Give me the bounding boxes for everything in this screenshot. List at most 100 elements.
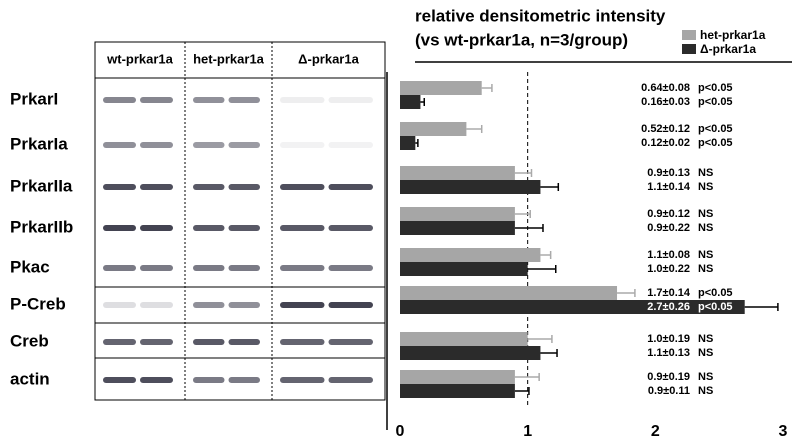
blot-band	[329, 265, 374, 271]
blot-band	[193, 184, 225, 190]
significance-label: p<0.05	[698, 137, 733, 149]
blot-band	[329, 302, 374, 308]
blot-band	[280, 265, 325, 271]
blot-band	[329, 184, 374, 190]
value-label: 0.9±0.19	[647, 371, 690, 383]
bar	[400, 180, 540, 194]
blot-band	[280, 225, 325, 231]
x-tick-label: 1	[523, 423, 532, 440]
blot-band	[140, 339, 173, 345]
bar	[400, 300, 745, 314]
significance-label: NS	[698, 371, 713, 383]
blot-band	[140, 265, 173, 271]
blot-box	[95, 78, 385, 287]
value-label: 0.16±0.03	[641, 96, 690, 108]
chart-subtitle: (vs wt-prkar1a, n=3/group)	[415, 30, 628, 49]
blot-band	[193, 339, 225, 345]
blot-band	[229, 97, 261, 103]
blot-band	[229, 339, 261, 345]
blot-band	[280, 184, 325, 190]
significance-label: p<0.05	[698, 123, 733, 135]
significance-label: p<0.05	[698, 82, 733, 94]
row-label: actin	[10, 369, 50, 388]
significance-label: NS	[698, 333, 713, 345]
significance-label: NS	[698, 208, 713, 220]
significance-label: NS	[698, 385, 713, 397]
blot-band	[329, 225, 374, 231]
bar	[400, 370, 515, 384]
bar	[400, 95, 420, 109]
blot-band	[103, 339, 136, 345]
blot-band	[193, 302, 225, 308]
blot-band	[193, 265, 225, 271]
bar	[400, 286, 617, 300]
bar	[400, 346, 540, 360]
row-label: Creb	[10, 331, 49, 350]
blot-band	[103, 97, 136, 103]
blot-band	[193, 225, 225, 231]
blot-band	[229, 225, 261, 231]
blot-band	[280, 377, 325, 383]
legend-swatch	[682, 44, 696, 54]
value-label: 1.1±0.13	[647, 347, 690, 359]
legend-label: Δ-prkar1a	[700, 42, 756, 56]
value-label: 0.64±0.08	[641, 82, 690, 94]
lane-label: het-prkar1a	[193, 51, 265, 66]
value-label: 1.0±0.19	[647, 333, 690, 345]
blot-band	[103, 377, 136, 383]
x-tick-label: 0	[396, 423, 405, 440]
blot-band	[280, 97, 325, 103]
value-label: 0.12±0.02	[641, 137, 690, 149]
blot-band	[140, 225, 173, 231]
legend-swatch	[682, 30, 696, 40]
significance-label: NS	[698, 167, 713, 179]
bar	[400, 384, 515, 398]
blot-band	[229, 302, 261, 308]
significance-label: p<0.05	[698, 287, 733, 299]
value-label: 0.52±0.12	[641, 123, 690, 135]
blot-band	[193, 142, 225, 148]
significance-label: NS	[698, 347, 713, 359]
significance-label: NS	[698, 249, 713, 261]
value-label: 0.9±0.11	[648, 385, 690, 397]
blot-band	[280, 142, 325, 148]
x-tick-label: 3	[779, 423, 788, 440]
bar	[400, 262, 528, 276]
bar	[400, 122, 466, 136]
value-label: 2.7±0.26	[647, 301, 690, 313]
blot-band	[280, 302, 325, 308]
value-label: 1.1±0.08	[647, 249, 690, 261]
significance-label: NS	[698, 222, 713, 234]
bar	[400, 166, 515, 180]
value-label: 0.9±0.22	[647, 222, 690, 234]
blot-band	[329, 339, 374, 345]
blot-band	[229, 265, 261, 271]
bar	[400, 332, 528, 346]
bar	[400, 207, 515, 221]
blot-band	[103, 142, 136, 148]
blot-band	[329, 142, 374, 148]
value-label: 1.1±0.14	[647, 181, 691, 193]
chart-title: relative densitometric intensity	[415, 6, 666, 25]
blot-band	[103, 225, 136, 231]
lane-label: wt-prkar1a	[106, 51, 174, 66]
blot-band	[103, 302, 136, 308]
row-label: PrkarIIb	[10, 217, 73, 236]
blot-band	[329, 97, 374, 103]
row-label: PrkarIIa	[10, 176, 73, 195]
row-label: Pkac	[10, 257, 50, 276]
blot-band	[229, 184, 261, 190]
row-label: PrkarIa	[10, 134, 68, 153]
value-label: 0.9±0.13	[647, 167, 690, 179]
significance-label: p<0.05	[698, 301, 733, 313]
blot-band	[193, 97, 225, 103]
row-label: P-Creb	[10, 294, 66, 313]
bar	[400, 136, 415, 150]
blot-band	[329, 377, 374, 383]
bar	[400, 81, 482, 95]
legend-label: het-prkar1a	[700, 28, 766, 42]
blot-band	[193, 377, 225, 383]
blot-band	[140, 142, 173, 148]
row-label: PrkarI	[10, 89, 58, 108]
blot-band	[103, 265, 136, 271]
